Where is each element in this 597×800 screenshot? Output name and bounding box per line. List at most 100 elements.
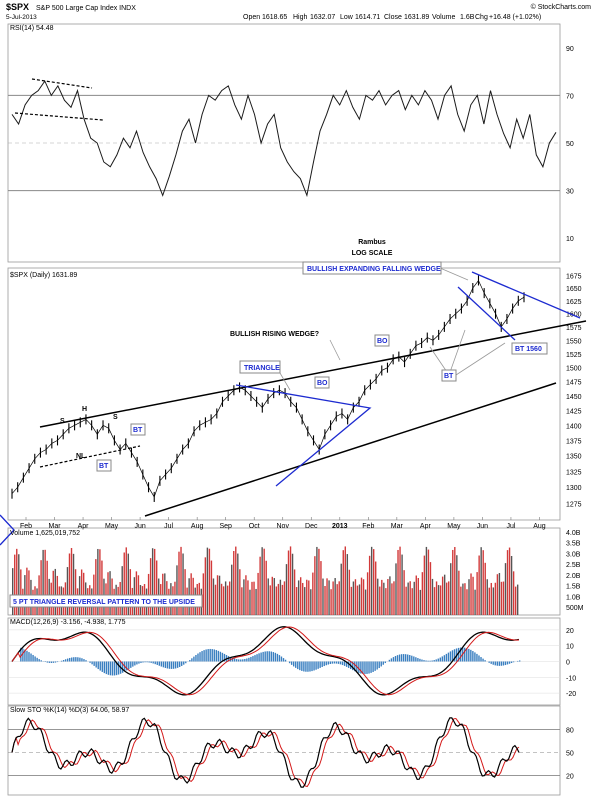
macd-histogram-bar xyxy=(252,656,253,661)
volume-bar xyxy=(229,581,230,615)
macd-histogram-bar xyxy=(438,659,439,662)
volume-bar xyxy=(363,579,364,615)
volume-bar xyxy=(403,570,404,615)
price-x-tick: Apr xyxy=(420,523,432,530)
volume-bar xyxy=(452,550,453,615)
volume-label: Volume xyxy=(432,14,455,21)
volume-bar xyxy=(53,571,54,615)
macd-histogram-bar xyxy=(319,662,320,668)
rsi-title: RSI(14) 54.48 xyxy=(10,25,54,32)
macd-histogram-bar xyxy=(201,651,202,661)
volume-bar xyxy=(257,573,258,615)
rambus-label: Rambus xyxy=(358,239,386,246)
macd-histogram-bar xyxy=(134,662,135,666)
rsi-tick-label: 10 xyxy=(566,236,574,243)
volume-bar xyxy=(399,547,400,615)
macd-histogram-bar xyxy=(299,662,300,671)
macd-histogram-bar xyxy=(472,651,473,661)
price-tick-label: 1425 xyxy=(566,409,582,416)
macd-histogram-bar xyxy=(326,662,327,666)
volume-bar xyxy=(341,564,342,615)
macd-histogram-bar xyxy=(57,662,58,663)
price-x-tick: May xyxy=(105,523,119,530)
volume-bar xyxy=(454,547,455,615)
volume-bar xyxy=(223,586,224,615)
volume-bar xyxy=(217,575,218,615)
volume-bar xyxy=(497,574,498,615)
callout-line xyxy=(449,330,465,375)
volume-bar xyxy=(409,581,410,615)
volume-bar xyxy=(369,556,370,615)
volume-bar xyxy=(495,583,496,615)
panel-frames xyxy=(8,24,560,795)
volume-bar xyxy=(203,573,204,615)
macd-histogram-bar xyxy=(185,662,186,664)
macd-histogram-bar xyxy=(423,660,424,661)
volume-bar xyxy=(55,569,56,615)
price-x-tick: Jun xyxy=(477,523,488,530)
macd-histogram-bar xyxy=(364,662,365,675)
macd-histogram-bar xyxy=(405,654,406,661)
macd-histogram-bar xyxy=(376,662,377,670)
volume-bar xyxy=(426,547,427,615)
macd-histogram-bar xyxy=(499,662,500,666)
volume-bar xyxy=(280,580,281,615)
macd-histogram-bar xyxy=(244,659,245,661)
macd-histogram-bar xyxy=(393,657,394,661)
volume-bar xyxy=(130,569,131,615)
volume-bar xyxy=(357,586,358,615)
volume-bar xyxy=(381,580,382,615)
volume-bar xyxy=(227,586,228,615)
macd-histogram-bar xyxy=(218,651,219,662)
macd-histogram-bar xyxy=(205,649,206,661)
macd-histogram-bar xyxy=(425,660,426,661)
volume-bar xyxy=(298,580,299,615)
macd-histogram-bar xyxy=(385,662,386,664)
chart-header: $SPX S&P 500 Large Cap Index INDX 5-Jul-… xyxy=(6,2,591,21)
volume-bar xyxy=(391,583,392,615)
volume-bar xyxy=(310,589,311,615)
rsi-panel: RSI(14) 54.48 10 30 50 70 90 xyxy=(8,25,574,243)
macd-histogram-bar xyxy=(130,662,131,668)
rising-wedge-label: BULLISH RISING WEDGE? xyxy=(230,331,319,338)
macd-histogram-bar xyxy=(307,662,308,672)
macd-histogram-bar xyxy=(484,660,485,661)
macd-histogram-bar xyxy=(330,662,331,664)
volume-bar xyxy=(336,584,337,615)
volume-bar xyxy=(328,580,329,615)
macd-histogram-bar xyxy=(269,651,270,661)
macd-histogram-bar xyxy=(391,658,392,661)
price-x-tick: Apr xyxy=(78,523,90,530)
volume-bar xyxy=(405,587,406,615)
price-line xyxy=(12,281,524,497)
macd-histogram-bar xyxy=(421,660,422,662)
wedge-lower-line xyxy=(458,287,515,340)
stochastic-title: Slow STO %K(14) %D(3) 64.06, 58.97 xyxy=(10,707,129,714)
volume-tick-label: 1.0B xyxy=(566,594,581,601)
macd-histogram-bar xyxy=(370,662,371,673)
macd-histogram-bar xyxy=(214,649,215,661)
volume-bar xyxy=(330,589,331,615)
stochastic-tick-label: 50 xyxy=(566,751,574,758)
macd-histogram-bar xyxy=(277,654,278,662)
volume-bar xyxy=(385,588,386,615)
macd-histogram-bar xyxy=(248,658,249,662)
macd-histogram-bar xyxy=(193,657,194,662)
macd-tick-label: 10 xyxy=(566,644,574,651)
price-tick-label: 1275 xyxy=(566,501,582,508)
macd-histogram-bar xyxy=(203,650,204,661)
macd-histogram-bar xyxy=(216,650,217,661)
macd-histogram-bar xyxy=(509,662,510,664)
price-tick-label: 1525 xyxy=(566,352,582,359)
macd-histogram-bar xyxy=(157,662,158,665)
macd-histogram-bar xyxy=(65,659,66,661)
volume-bar xyxy=(462,584,463,615)
macd-histogram-bar xyxy=(446,654,447,662)
macd-histogram-bar xyxy=(429,661,430,662)
volume-bar xyxy=(75,569,76,615)
volume-bar xyxy=(190,573,191,615)
price-x-tick: Jun xyxy=(134,523,145,530)
macd-histogram-bar xyxy=(295,662,296,668)
price-x-tick: Feb xyxy=(20,523,32,530)
macd-histogram-bar xyxy=(146,662,147,663)
